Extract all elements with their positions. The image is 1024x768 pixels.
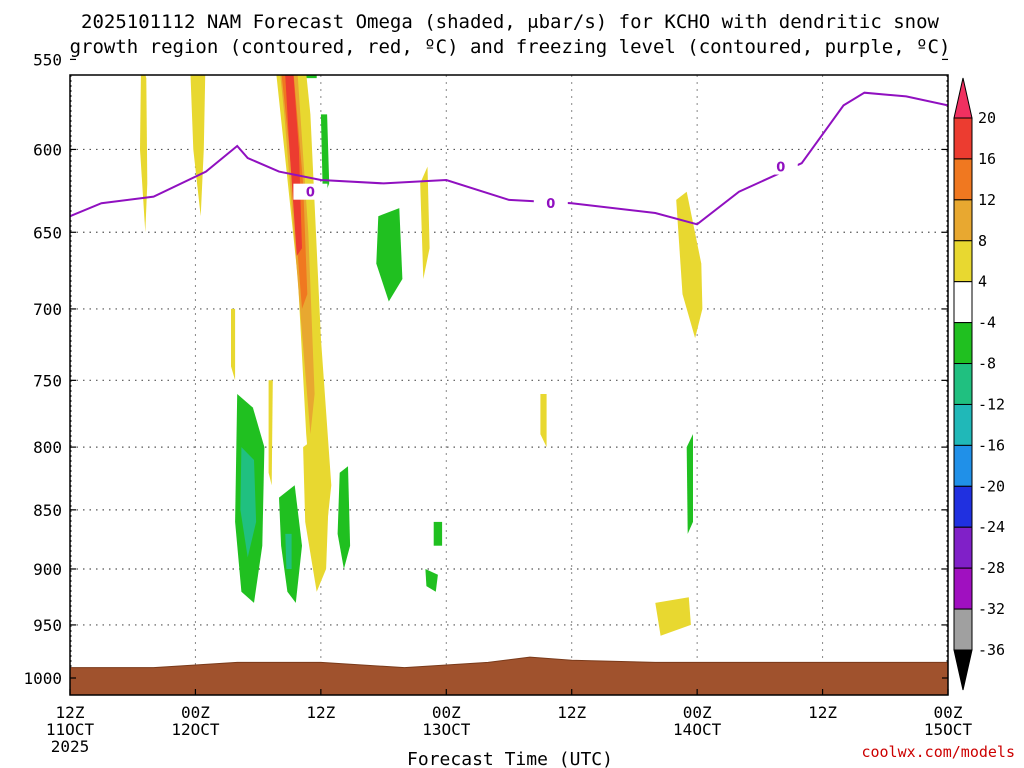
colorbar-bottom-triangle (953, 649, 973, 691)
colorbar-label-8: 8 (978, 232, 987, 250)
y-tick-label-1000: 1000 (23, 669, 62, 688)
plot-area: -18-18-12-12-12000 (70, 75, 948, 695)
colorbar: 20 16 12 8 4 -4 -8 -12 -16 -20 -24 -28 -32 -36 (953, 77, 1005, 691)
contour-label-bg-0-2 (763, 158, 798, 175)
colorbar-bin-7 (953, 363, 973, 405)
colorbar-label--36: -36 (978, 641, 1005, 659)
x-tick-label-60-2: 14OCT (673, 720, 722, 739)
omega-region-27-value--8 (433, 521, 443, 546)
chart-title-line-1: 2025101112 NAM Forecast Omega (shaded, μ… (81, 11, 939, 33)
colorbar-bin-10 (953, 485, 973, 528)
y-tick-label-650: 650 (33, 223, 62, 242)
contour-label-0-1: 0 (546, 197, 555, 212)
y-tick-label-700: 700 (33, 300, 62, 319)
contour-label-bg-0-1 (533, 195, 568, 212)
colorbar-label--32: -32 (978, 600, 1005, 618)
omega-region-16-value-4 (420, 166, 430, 279)
chart-title-line-2: growth region (contoured, red, ºC) and f… (70, 36, 951, 58)
colorbar-bin-1 (953, 117, 973, 160)
omega-region-18-value-4 (676, 191, 703, 339)
x-axis-label: Forecast Time (UTC) (407, 749, 613, 768)
colorbar-bin-13 (953, 608, 973, 651)
colorbar-bin-12 (953, 567, 973, 610)
colorbar-label--4: -4 (978, 314, 996, 332)
colorbar-bin-5 (953, 281, 973, 324)
colorbar-bin-9 (953, 444, 973, 487)
omega-region-19-value-4 (655, 597, 691, 636)
y-tick-label-550: 550 (33, 50, 62, 69)
colorbar-bin-4 (953, 240, 973, 283)
x-tick-label-36-2: 13OCT (422, 720, 471, 739)
colorbar-bin-11 (953, 526, 973, 569)
omega-region-24-value--8 (337, 466, 351, 569)
x-tick-label-12-1: 00Z (181, 703, 210, 722)
x-tick-label-36-1: 00Z (432, 703, 461, 722)
y-tick-label-900: 900 (33, 560, 62, 579)
colorbar-label--28: -28 (978, 559, 1005, 577)
terrain-surface (70, 656, 948, 695)
colorbar-label--8: -8 (978, 355, 996, 373)
x-tick-label-72-1: 12Z (808, 703, 837, 722)
colorbar-bin-6 (953, 322, 973, 365)
omega-region-7-value-8 (280, 75, 315, 435)
omega-region-13-value-4 (303, 434, 330, 592)
colorbar-label-20: 20 (978, 109, 996, 127)
y-tick-label-600: 600 (33, 140, 62, 159)
colorbar-label-4: 4 (978, 273, 987, 291)
x-tick-label-84-2: 15OCT (924, 720, 973, 739)
colorbar-label--16: -16 (978, 436, 1005, 454)
x-tick-label-60-1: 00Z (683, 703, 712, 722)
omega-region-17-value-4 (540, 394, 547, 448)
omega-region-15-value-4 (268, 380, 273, 486)
omega-region-0-value--8 (305, 75, 317, 79)
omega-region-25-value--8 (320, 114, 330, 200)
contour-line-0 (70, 91, 948, 226)
omega-region-31-value--12 (285, 533, 292, 569)
colorbar-top-triangle (953, 77, 973, 119)
omega-region-11-value-4 (190, 75, 206, 217)
omega-region-29-value--8 (686, 434, 693, 534)
omega-region-26-value--8 (376, 208, 403, 302)
y-tick-label-800: 800 (33, 438, 62, 457)
omega-region-30-value--12 (240, 447, 257, 558)
y-tick-label-850: 850 (33, 501, 62, 520)
x-tick-label-0-3: 2025 (51, 737, 90, 756)
contour-label-0-0: 0 (306, 186, 315, 201)
plot-content: -18-18-12-12-12000 (70, 75, 948, 695)
omega-region-28-value--8 (425, 569, 438, 592)
plot-frame (69, 74, 949, 696)
omega-region-12-value-4 (140, 75, 148, 233)
x-tick-label-0-2: 11OCT (46, 720, 95, 739)
x-tick-label-48-1: 12Z (557, 703, 586, 722)
y-tick-label-950: 950 (33, 616, 62, 635)
y-axis: 2503003504004505005506006507007508008509… (23, 50, 948, 688)
omega-region-9-value-16 (285, 75, 302, 256)
colorbar-label-12: 12 (978, 191, 996, 209)
x-tick-label-24-1: 12Z (306, 703, 335, 722)
colorbar-label--24: -24 (978, 518, 1005, 536)
colorbar-bin-8 (953, 403, 973, 446)
x-tick-label-84-1: 00Z (934, 703, 963, 722)
colorbar-bin-2 (953, 158, 973, 201)
contour-label-0-2: 0 (776, 161, 785, 176)
x-tick-label-12-2: 12OCT (171, 720, 220, 739)
colorbar-bin-3 (953, 199, 973, 242)
credit-text: coolwx.com/models (861, 743, 1015, 761)
x-tick-label-0-1: 12Z (56, 703, 85, 722)
colorbar-label--12: -12 (978, 395, 1005, 413)
y-tick-label-750: 750 (33, 371, 62, 390)
colorbar-label--20: -20 (978, 477, 1005, 495)
omega-region-14-value-4 (231, 308, 236, 381)
colorbar-label-16: 16 (978, 150, 996, 168)
contour-label-bg-0-0 (293, 183, 328, 200)
